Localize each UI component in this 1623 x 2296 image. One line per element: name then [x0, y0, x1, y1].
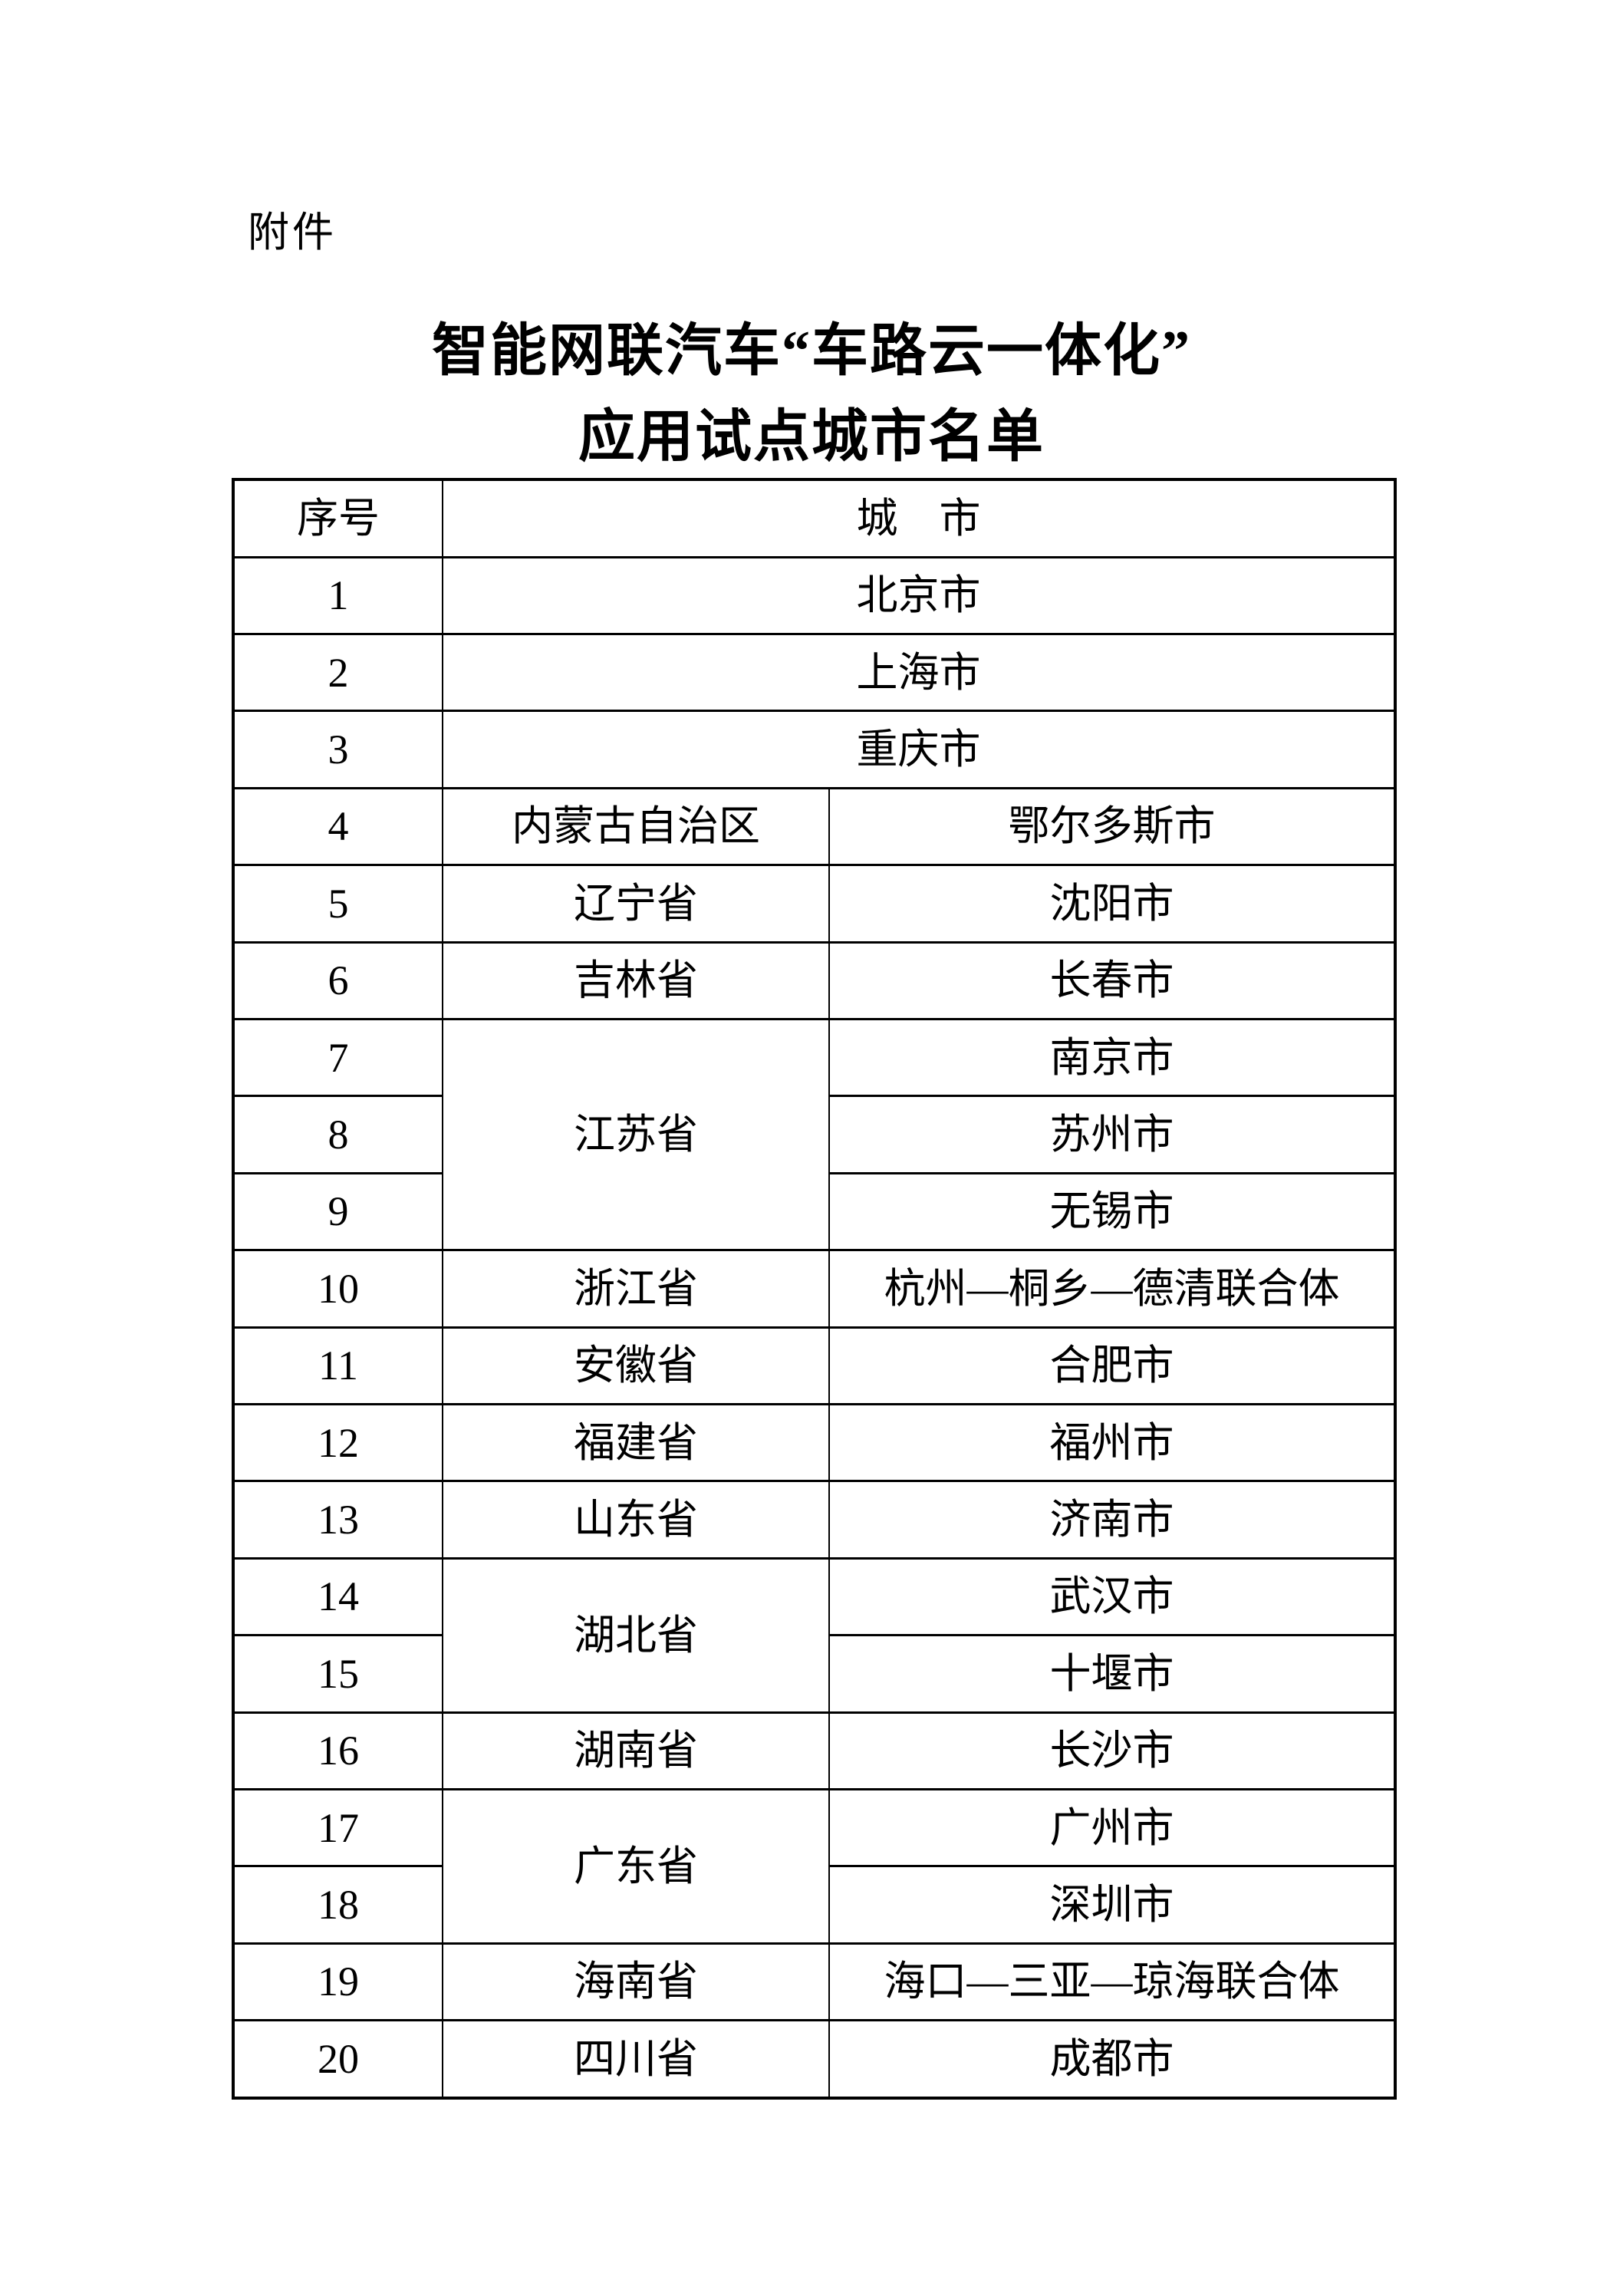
doc-title: 智能网联汽车“车路云一体化” 应用试点城市名单 — [0, 308, 1623, 480]
table-row: 15 十堰市 — [232, 1634, 1396, 1714]
city-cell: 鄂尔多斯市 — [828, 786, 1396, 867]
city-cell: 武汉市 — [828, 1556, 1396, 1637]
city-cell: 苏州市 — [828, 1095, 1396, 1174]
province-cell: 湖南省 — [442, 1711, 830, 1790]
row-index-cell: 13 — [232, 1480, 443, 1560]
city-cell: 南京市 — [828, 1018, 1396, 1098]
table-row: 17 广东省 广州市 — [232, 1787, 1396, 1945]
table-row: 2 上海市 — [232, 633, 1396, 713]
city-cell: 福州市 — [828, 1402, 1396, 1483]
city-cell: 广州市 — [828, 1787, 1396, 1868]
pilot-cities-table: 序号 城 市 1 北京市 2 上海市 3 重庆市 4 内蒙古自治区 鄂尔多斯市 — [232, 478, 1397, 2100]
table-row: 16 湖南省 长沙市 — [232, 1711, 1396, 1790]
city-cell: 济南市 — [828, 1480, 1396, 1560]
row-index-cell: 8 — [232, 1095, 443, 1174]
city-cell: 沈阳市 — [828, 864, 1396, 944]
province-cell: 吉林省 — [442, 940, 830, 1021]
row-index-cell: 9 — [232, 1171, 443, 1252]
attachment-label: 附件 — [248, 209, 337, 255]
row-index-cell: 20 — [232, 2019, 443, 2100]
province-cell: 辽宁省 — [442, 864, 830, 944]
province-cell: 湖北省 — [442, 1556, 830, 1714]
table-row: 5 辽宁省 沈阳市 — [232, 864, 1396, 944]
city-cell: 上海市 — [442, 633, 1396, 713]
city-cell: 十堰市 — [828, 1634, 1396, 1714]
row-index-cell: 12 — [232, 1402, 443, 1483]
city-cell: 合肥市 — [828, 1326, 1396, 1405]
doc-title-line2: 应用试点城市名单 — [578, 406, 1045, 469]
city-cell: 海口—三亚—琼海联合体 — [828, 1942, 1396, 2022]
row-index-cell: 3 — [232, 710, 443, 789]
table-row: 12 福建省 福州市 — [232, 1402, 1396, 1483]
city-cell: 长沙市 — [828, 1711, 1396, 1790]
header-city: 城 市 — [442, 478, 1396, 558]
city-cell: 重庆市 — [442, 710, 1396, 789]
table-row: 14 湖北省 武汉市 — [232, 1556, 1396, 1714]
row-index-cell: 18 — [232, 1865, 443, 1945]
city-cell: 无锡市 — [828, 1171, 1396, 1252]
table-row: 3 重庆市 — [232, 710, 1396, 789]
table-row: 18 深圳市 — [232, 1865, 1396, 1945]
table-row: 7 江苏省 南京市 — [232, 1018, 1396, 1252]
province-cell: 广东省 — [442, 1787, 830, 1945]
city-cell: 杭州—桐乡—德清联合体 — [828, 1249, 1396, 1329]
header-no: 序号 — [232, 478, 443, 558]
table-row: 19 海南省 海口—三亚—琼海联合体 — [232, 1942, 1396, 2022]
table-row: 1 北京市 — [232, 555, 1396, 636]
table-row: 11 安徽省 合肥市 — [232, 1326, 1396, 1405]
row-index-cell: 7 — [232, 1018, 443, 1098]
city-cell: 长春市 — [828, 940, 1396, 1021]
province-cell: 浙江省 — [442, 1249, 830, 1329]
city-cell: 深圳市 — [828, 1865, 1396, 1945]
row-index-cell: 4 — [232, 786, 443, 867]
row-index-cell: 2 — [232, 633, 443, 713]
province-cell: 山东省 — [442, 1480, 830, 1560]
doc-title-line1: 智能网联汽车“车路云一体化” — [432, 320, 1191, 383]
table-row: 6 吉林省 长春市 — [232, 940, 1396, 1021]
row-index-cell: 11 — [232, 1326, 443, 1405]
province-cell: 四川省 — [442, 2019, 830, 2100]
row-index-cell: 17 — [232, 1787, 443, 1868]
table-row: 20 四川省 成都市 — [232, 2019, 1396, 2100]
city-cell: 北京市 — [442, 555, 1396, 636]
province-cell: 江苏省 — [442, 1018, 830, 1252]
row-index-cell: 1 — [232, 555, 443, 636]
table-row: 10 浙江省 杭州—桐乡—德清联合体 — [232, 1249, 1396, 1329]
row-index-cell: 5 — [232, 864, 443, 944]
table-header-row: 序号 城 市 — [232, 478, 1396, 558]
row-index-cell: 15 — [232, 1634, 443, 1714]
row-index-cell: 19 — [232, 1942, 443, 2022]
table-row: 9 无锡市 — [232, 1171, 1396, 1252]
table-row: 4 内蒙古自治区 鄂尔多斯市 — [232, 786, 1396, 867]
table-row: 13 山东省 济南市 — [232, 1480, 1396, 1560]
province-cell: 安徽省 — [442, 1326, 830, 1405]
row-index-cell: 10 — [232, 1249, 443, 1329]
city-cell: 成都市 — [828, 2019, 1396, 2100]
province-cell: 福建省 — [442, 1402, 830, 1483]
province-cell: 海南省 — [442, 1942, 830, 2022]
row-index-cell: 16 — [232, 1711, 443, 1790]
row-index-cell: 6 — [232, 940, 443, 1021]
table-row: 8 苏州市 — [232, 1095, 1396, 1174]
province-cell: 内蒙古自治区 — [442, 786, 830, 867]
row-index-cell: 14 — [232, 1556, 443, 1637]
